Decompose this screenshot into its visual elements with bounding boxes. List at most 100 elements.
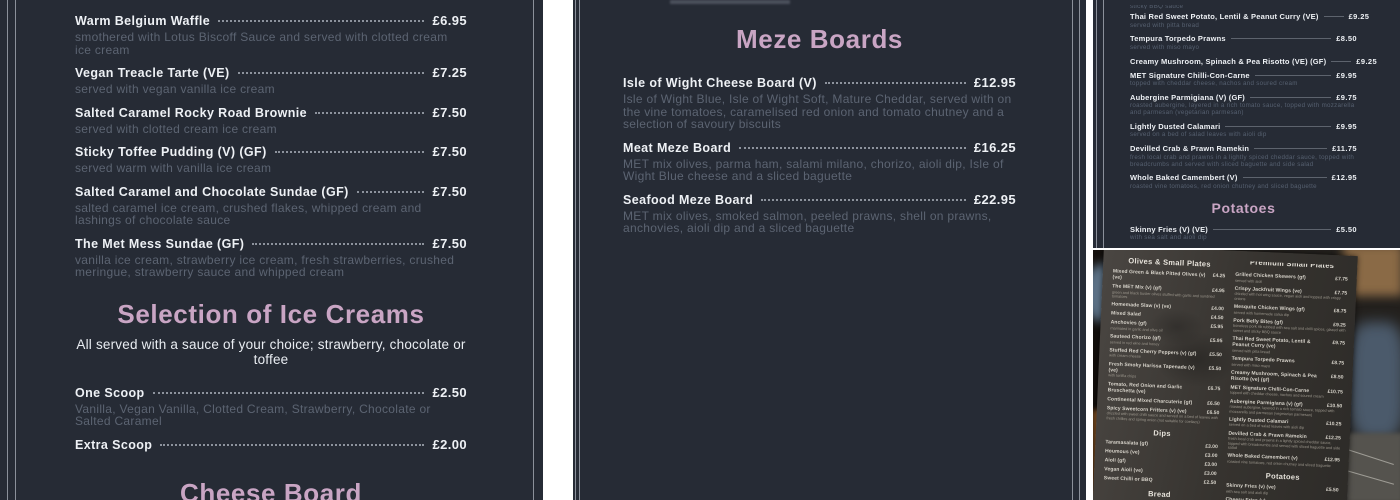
item-price: £2.50 — [1203, 479, 1217, 486]
photo-olives-list: Mixed Green & Black Pitted Olives (v) (v… — [1106, 268, 1225, 425]
photo-menu-item: Crispy Jackfruit Wings (ve) £7.75 drizzl… — [1234, 286, 1347, 306]
desserts-content: Warm Belgium Waffle £6.95 smothered with… — [0, 0, 543, 500]
photo-menu-item: Mixed Green & Black Pitted Olives (v) (v… — [1112, 268, 1225, 285]
item-price: £5.50 — [1325, 487, 1339, 494]
item-price: £6.75 — [1207, 385, 1221, 392]
item-price: £7.75 — [1334, 289, 1348, 297]
desserts-list: Warm Belgium Waffle £6.95 smothered with… — [75, 13, 467, 279]
item-name: Vegan Treacle Tarte (VE) — [75, 66, 230, 80]
item-price: £9.25 — [1348, 12, 1370, 21]
item-description: topped with cheddar cheese, nachos and s… — [1130, 80, 1298, 88]
dotted-leader — [274, 151, 425, 153]
meze-list: Isle of Wight Cheese Board (V) £12.95 Is… — [623, 75, 1016, 235]
photo-menu-item: Thai Red Sweet Potato, Lentil & Peanut C… — [1232, 336, 1345, 358]
item-price: £8.50 — [1336, 34, 1357, 44]
item-price: £5.95 — [1210, 323, 1224, 331]
menu-item: Salted Caramel Rocky Road Brownie £7.50 … — [75, 105, 467, 136]
photo-section-potatoes: Potatoes — [1265, 471, 1301, 483]
photo-section-bread: Bread — [1147, 489, 1172, 500]
menu-item: Tempura Torpedo Prawns £8.50 served with… — [1130, 34, 1357, 51]
menu-item: Aubergine Parmigiana (V) (GF) £9.75 roas… — [1130, 93, 1357, 117]
item-name: Tomato, Red Onion and Garlic Bruschetta … — [1107, 380, 1183, 395]
menu-item: The Met Mess Sundae (GF) £7.50 vanilla i… — [75, 236, 467, 279]
page-frame-line — [575, 0, 576, 500]
photo-dips-list: Taramasalata (gf) £3.00 Houmous (ve) £3.… — [1104, 439, 1218, 486]
photo-menu-item: Tomato, Red Onion and Garlic Bruschetta … — [1108, 381, 1221, 398]
item-price: £5.50 — [1336, 224, 1357, 234]
page-frame-line — [533, 0, 534, 500]
menu-item: Creamy Mushroom, Spinach & Pea Risotto (… — [1130, 56, 1377, 66]
item-name: Loaded Fries (V) — [1130, 247, 1192, 248]
dotted-leader — [218, 20, 425, 22]
item-price: £9.95 — [1336, 121, 1357, 131]
leader-line — [1323, 16, 1344, 17]
item-description: served with vegan vanilla ice cream — [75, 82, 275, 96]
page-frame-line — [1096, 0, 1097, 248]
small-plates-list: Thai Red Sweet Potato, Lentil & Peanut C… — [1130, 12, 1377, 191]
leader-line — [1225, 125, 1332, 127]
item-price: £9.95 — [1336, 70, 1357, 80]
item-description: roasted aubergine, layered in a rich tom… — [1130, 102, 1355, 117]
item-price: £4.25 — [1212, 272, 1226, 280]
menu-item: Isle of Wight Cheese Board (V) £12.95 Is… — [623, 75, 1016, 131]
menu-photo-thumbnail[interactable]: Olives & Small Plates Mixed Green & Blac… — [1093, 250, 1400, 500]
item-name: Extra Scoop — [75, 437, 153, 452]
item-price: £5.50 — [1209, 351, 1222, 359]
item-price: £12.95 — [1331, 173, 1357, 183]
item-name: Tempura Torpedo Prawns — [1130, 34, 1226, 44]
section-title-potatoes: Potatoes — [1211, 199, 1276, 216]
item-price: £4.95 — [1211, 287, 1225, 295]
item-price: £9.25 — [1356, 56, 1378, 66]
item-price: £7.50 — [432, 183, 467, 199]
leader-line — [1254, 148, 1328, 150]
item-price: £12.95 — [973, 75, 1016, 90]
menu-page-meze[interactable]: Meze Boards Isle of Wight Cheese Board (… — [573, 0, 1086, 500]
photo-menu-item: Devilled Crab & Prawn Ramekin £12.25 fre… — [1228, 430, 1341, 454]
item-description: served with pitta bread — [1130, 21, 1200, 29]
menu-item: Whole Baked Camembert (V) £12.95 roasted… — [1130, 173, 1357, 190]
meze-content: Meze Boards Isle of Wight Cheese Board (… — [573, 24, 1086, 235]
menu-page-small-plates[interactable]: sticky BBQ sauce Thai Red Sweet Potato, … — [1093, 0, 1400, 248]
photo-menu-item: Spicy Sweetcorn Fritters (v) (ve) £6.50 … — [1106, 405, 1219, 425]
menu-item: Loaded Fries (V) £7.25 iceburg lettuce, … — [1130, 247, 1357, 248]
item-price: £6.50 — [1207, 400, 1220, 407]
item-price: £10.75 — [1327, 388, 1343, 396]
item-name: Sweet Chilli or BBQ — [1103, 475, 1153, 484]
photo-menu-item: The MET Mix (v) (gf) £4.95 green and bla… — [1112, 283, 1225, 303]
item-price: £2.50 — [432, 384, 467, 400]
item-name: Seafood Meze Board — [623, 192, 754, 207]
item-name: MET Signature Chilli-Con-Carne — [1130, 70, 1250, 80]
leader-line — [1230, 38, 1332, 40]
item-price: £10.25 — [1325, 420, 1342, 428]
item-name: Creamy Mushroom, Spinach & Pea Risotto (… — [1230, 369, 1317, 384]
photo-background-chair — [1349, 322, 1400, 440]
item-name: The Met Mess Sundae (GF) — [75, 236, 245, 251]
item-name: Salted Caramel and Chocolate Sundae (GF) — [75, 184, 349, 199]
dotted-leader — [356, 190, 425, 193]
menu-page-desserts[interactable]: Warm Belgium Waffle £6.95 smothered with… — [0, 0, 543, 500]
item-description: served with clotted cream ice cream — [75, 121, 277, 136]
item-name: Creamy Mushroom, Spinach & Pea Risotto (… — [1130, 56, 1327, 66]
dotted-leader — [761, 198, 966, 201]
menu-item: Meat Meze Board £16.25 MET mix olives, p… — [623, 140, 1016, 183]
item-price: £9.75 — [1336, 92, 1357, 102]
clipped-description: sticky BBQ sauce — [1130, 5, 1184, 9]
photo-menu-item: Whole Baked Camembert (v) £12.95 roasted… — [1227, 453, 1340, 469]
item-price: £5.95 — [1209, 337, 1223, 345]
item-price: £16.25 — [973, 139, 1016, 155]
menu-item: Salted Caramel and Chocolate Sundae (GF)… — [75, 184, 467, 227]
item-name: Devilled Crab & Prawn Ramekin — [1130, 144, 1250, 154]
item-price: £8.75 — [1331, 360, 1345, 367]
dotted-leader — [739, 146, 966, 149]
photo-left-column: Olives & Small Plates Mixed Green & Blac… — [1103, 255, 1226, 500]
item-description: served with miso mayo — [1130, 43, 1200, 51]
photo-menu-item: Grilled Chicken Skewers (gf) £7.75 serve… — [1235, 272, 1348, 288]
photo-section-olives: Olives & Small Plates — [1128, 256, 1212, 269]
item-price: £6.50 — [1206, 409, 1220, 416]
dotted-leader — [160, 443, 425, 446]
item-description: Isle of Wight Blue, Isle of Wight Soft, … — [623, 92, 1012, 131]
ice-creams-list: One Scoop £2.50 Vanilla, Vegan Vanilla, … — [75, 385, 467, 452]
photo-menu-item: Sauteed Chorizo (gf) £5.95 served in red… — [1110, 333, 1223, 349]
clipped-text-remnant — [670, 0, 790, 4]
ice-creams-subtitle: All served with a sauce of your choice; … — [76, 336, 466, 367]
